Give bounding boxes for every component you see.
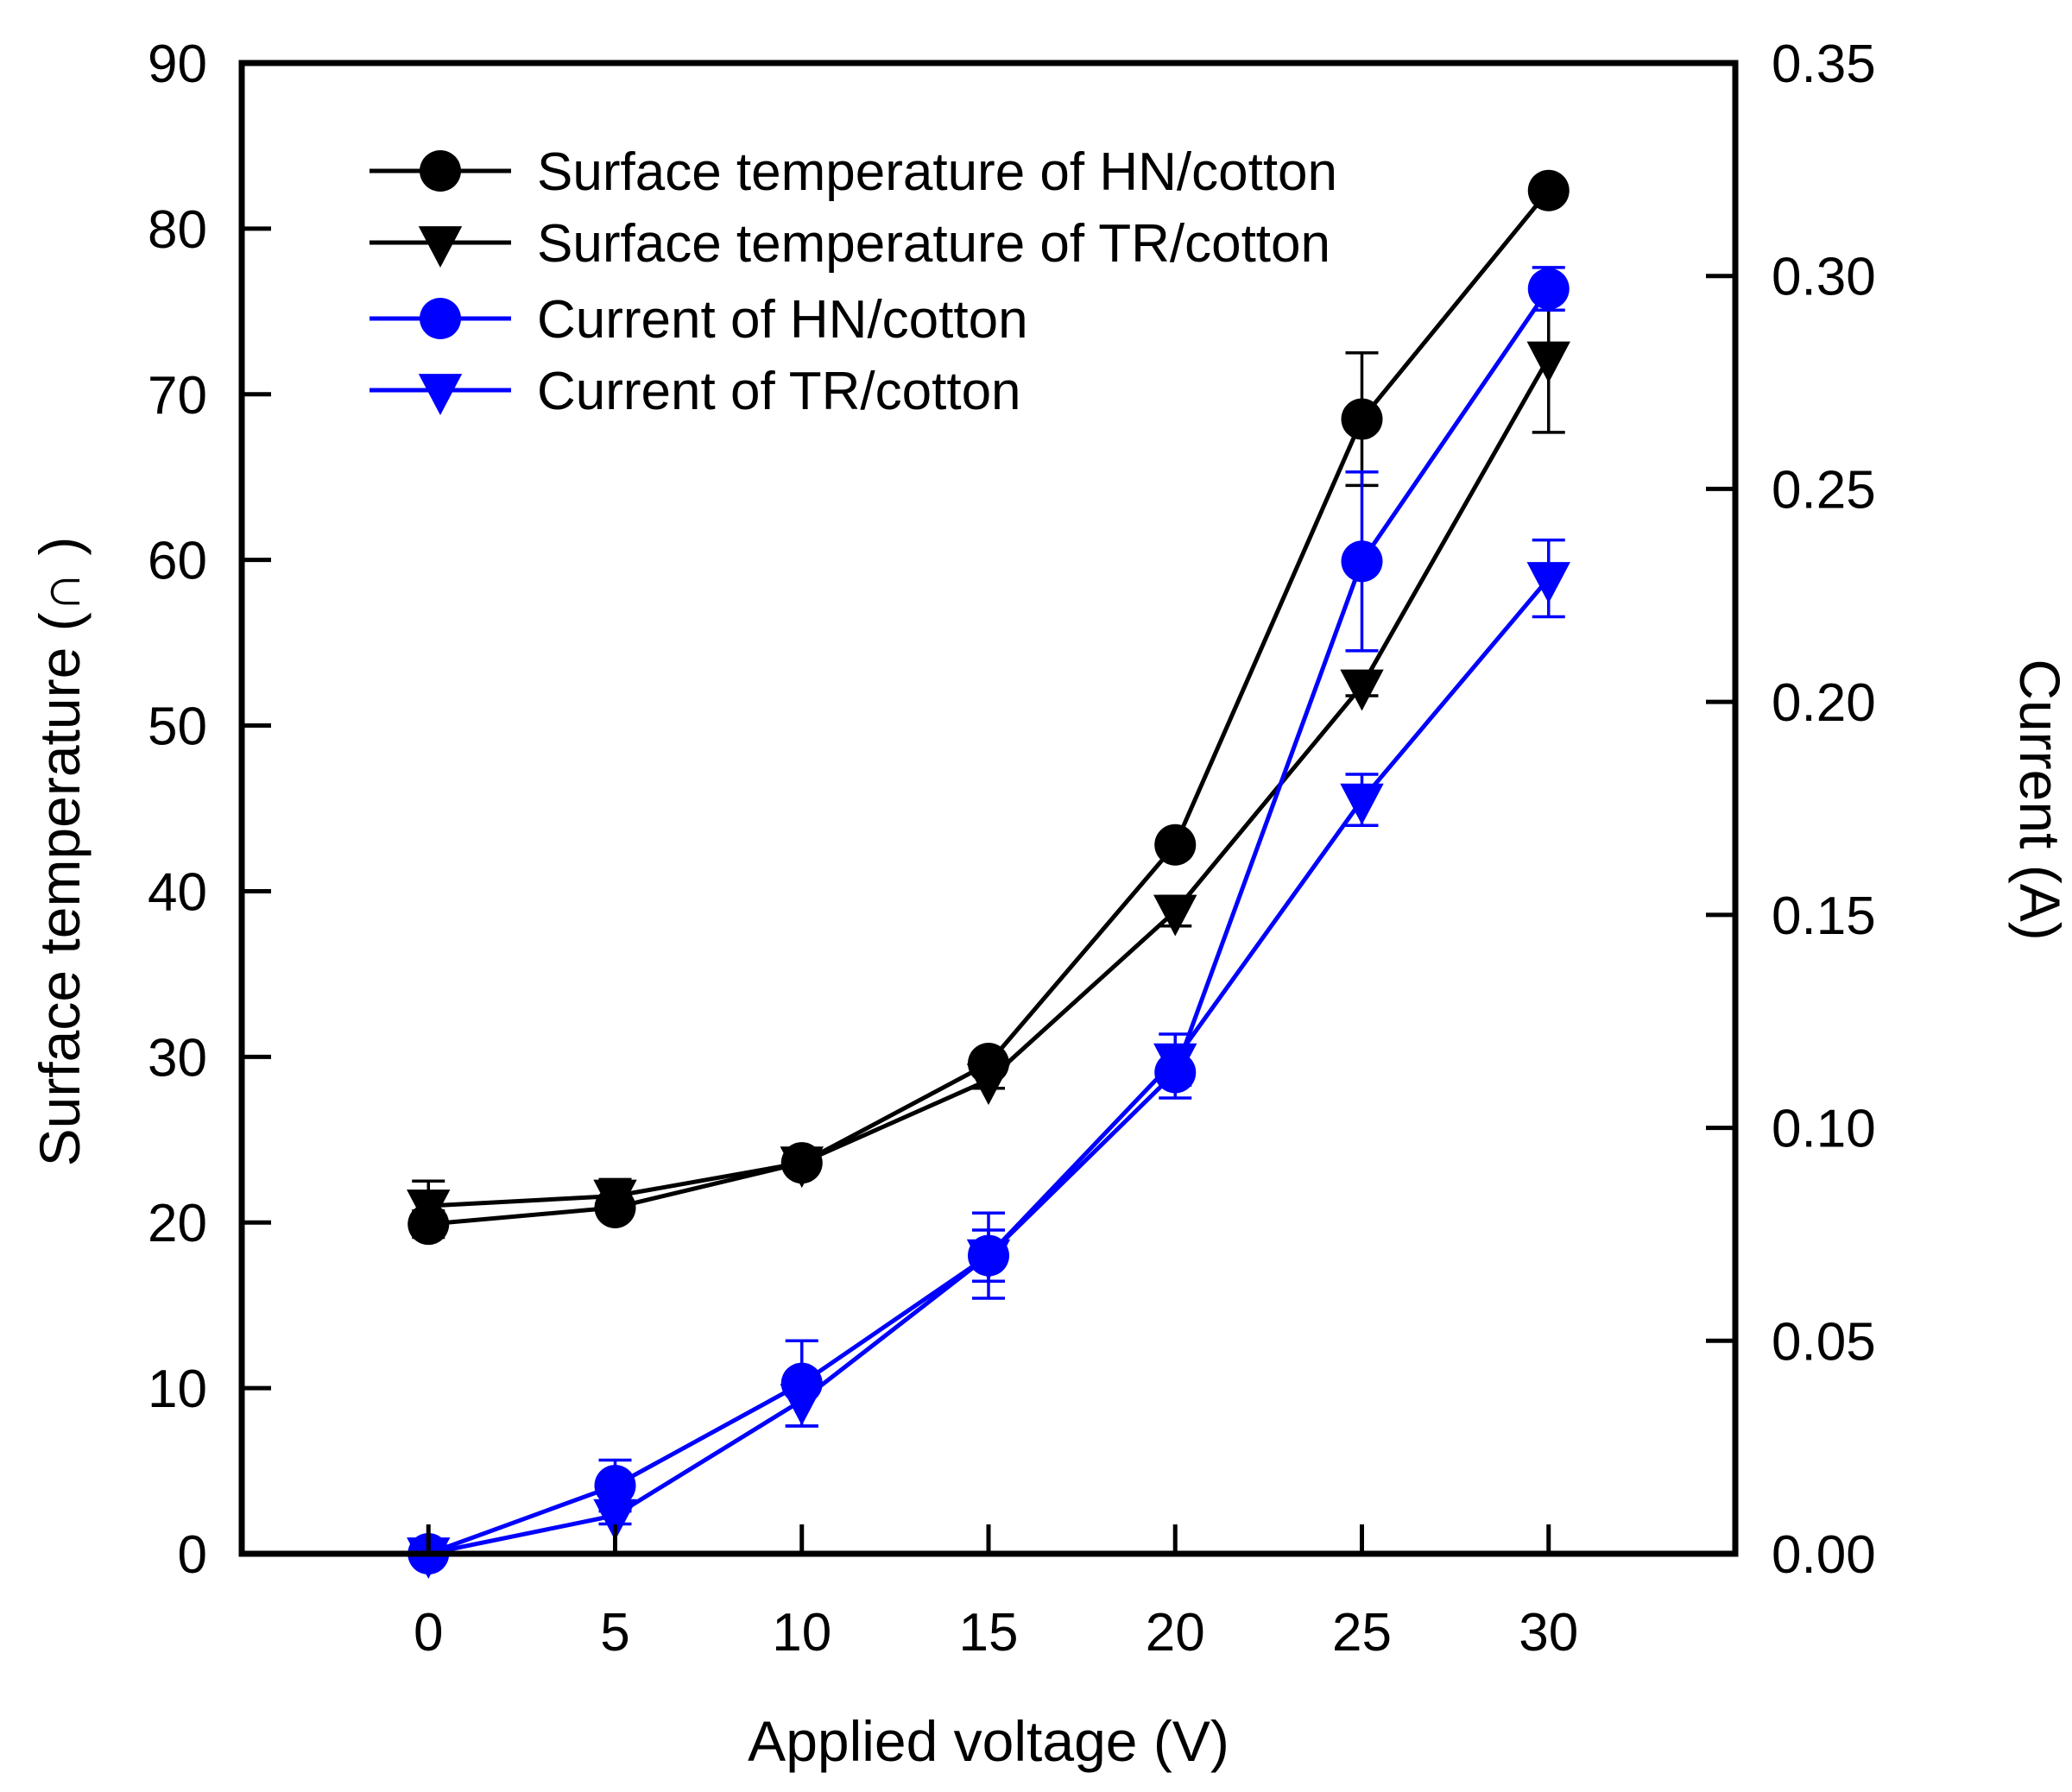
legend-label: Current of HN/cotton	[537, 290, 1028, 350]
legend-label: Surface temperature of TR/cotton	[537, 214, 1330, 274]
data-point	[1340, 783, 1384, 825]
y-tick-label: 80	[148, 200, 207, 260]
y-tick-label: 30	[148, 1028, 207, 1088]
y-axis-label: Surface temperature (∩ )	[28, 537, 92, 1167]
legend-label: Surface temperature of HN/cotton	[537, 142, 1337, 202]
series-markers	[407, 169, 1570, 1579]
data-point	[1526, 341, 1570, 383]
data-point	[966, 1239, 1011, 1281]
data-point	[1153, 894, 1197, 937]
legend-marker	[420, 150, 461, 192]
y-tick-label: 90	[148, 35, 207, 94]
y-tick-label: 60	[148, 532, 207, 591]
y2-tick-label: 0.25	[1772, 460, 1876, 520]
legend-marker	[418, 374, 463, 415]
y2-tick-label: 0.00	[1772, 1525, 1876, 1585]
data-point	[407, 1189, 451, 1232]
x-tick-label: 15	[959, 1603, 1019, 1663]
x-tick-label: 30	[1519, 1603, 1578, 1663]
plot-frame	[238, 60, 1739, 1557]
y2-tick-label: 0.10	[1772, 1100, 1876, 1159]
y-tick-label: 20	[148, 1194, 207, 1253]
x-tick-label: 0	[414, 1603, 443, 1663]
x-tick-label: 5	[600, 1603, 629, 1663]
legend-label: Current of TR/cotton	[537, 362, 1021, 421]
x-tick-label: 20	[1146, 1603, 1205, 1663]
series-line	[427, 287, 1551, 1556]
data-point	[1341, 540, 1383, 583]
data-point	[1154, 823, 1197, 866]
data-point	[780, 1146, 824, 1189]
data-point	[407, 1537, 451, 1579]
data-point	[1341, 398, 1383, 440]
data-point	[780, 1384, 824, 1426]
data-point	[594, 1465, 636, 1507]
data-point	[593, 1499, 637, 1541]
data-point	[1527, 169, 1570, 211]
x-axis-label: Applied voltage (V)	[748, 1709, 1229, 1773]
legend-marker	[420, 298, 461, 339]
axis-ticks: 01020304050607080900.000.050.100.150.200…	[148, 35, 1876, 1663]
data-point	[593, 1179, 637, 1221]
data-point	[1526, 562, 1570, 604]
y-tick-label: 70	[148, 366, 207, 426]
y2-tick-label: 0.05	[1772, 1312, 1876, 1372]
y2-tick-label: 0.20	[1772, 673, 1876, 733]
x-tick-label: 25	[1332, 1603, 1392, 1663]
y-tick-label: 40	[148, 862, 207, 922]
y2-axis-label: Current (A)	[2008, 659, 2072, 940]
data-point	[1340, 669, 1384, 711]
data-point	[1527, 268, 1570, 310]
y2-tick-label: 0.15	[1772, 887, 1876, 946]
data-point	[966, 1063, 1011, 1106]
y-tick-label: 0	[178, 1525, 207, 1585]
legend-marker	[418, 226, 463, 268]
y-tick-label: 50	[148, 697, 207, 757]
data-point	[1153, 1043, 1197, 1085]
y-tick-label: 10	[148, 1360, 207, 1419]
x-tick-label: 10	[772, 1603, 831, 1663]
legend: Surface temperature of HN/cotton Surface …	[370, 142, 1337, 421]
y2-tick-label: 0.30	[1772, 248, 1876, 307]
y2-tick-label: 0.35	[1772, 35, 1876, 94]
